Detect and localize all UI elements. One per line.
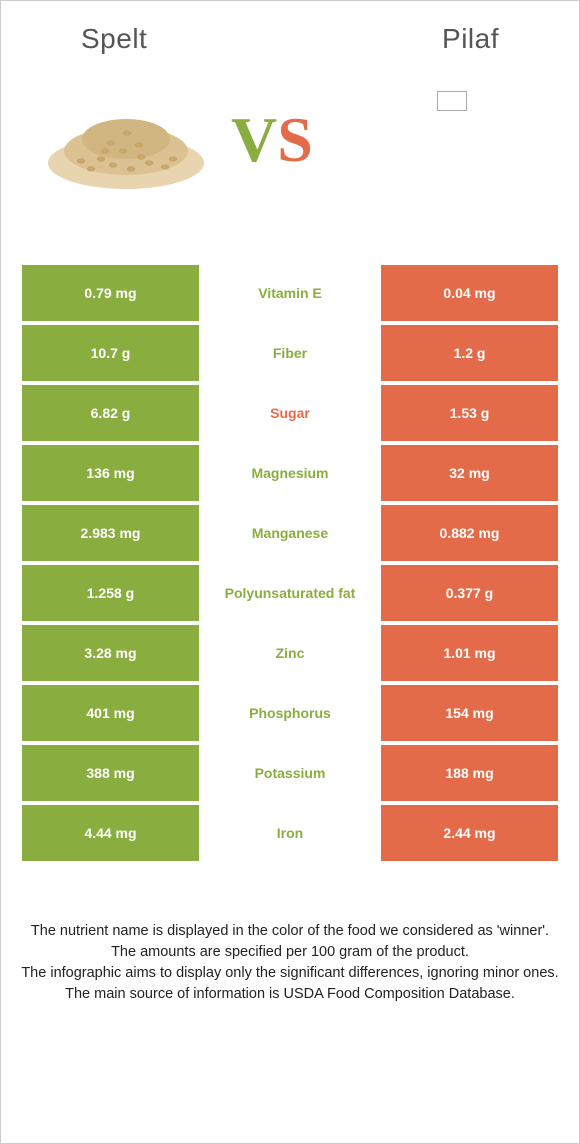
nutrient-name: Phosphorus bbox=[200, 685, 380, 741]
footnote-line: The nutrient name is displayed in the co… bbox=[19, 921, 561, 942]
left-value: 10.7 g bbox=[22, 325, 200, 381]
right-value: 154 mg bbox=[380, 685, 558, 741]
right-value: 0.882 mg bbox=[380, 505, 558, 561]
right-value: 32 mg bbox=[380, 445, 558, 501]
table-row: 10.7 gFiber1.2 g bbox=[22, 325, 558, 381]
vs-v-letter: V bbox=[231, 108, 277, 172]
placeholder-image-icon bbox=[437, 91, 467, 111]
nutrient-name: Iron bbox=[200, 805, 380, 861]
left-value: 3.28 mg bbox=[22, 625, 200, 681]
right-value: 0.04 mg bbox=[380, 265, 558, 321]
right-value: 1.01 mg bbox=[380, 625, 558, 681]
right-value: 0.377 g bbox=[380, 565, 558, 621]
footnotes: The nutrient name is displayed in the co… bbox=[19, 921, 561, 1005]
left-value: 136 mg bbox=[22, 445, 200, 501]
vs-row: VS bbox=[1, 65, 579, 225]
nutrient-name: Polyunsaturated fat bbox=[200, 565, 380, 621]
table-row: 401 mgPhosphorus154 mg bbox=[22, 685, 558, 741]
nutrient-name: Manganese bbox=[200, 505, 380, 561]
left-value: 2.983 mg bbox=[22, 505, 200, 561]
nutrient-name: Vitamin E bbox=[200, 265, 380, 321]
left-value: 0.79 mg bbox=[22, 265, 200, 321]
nutrient-name: Zinc bbox=[200, 625, 380, 681]
right-value: 1.2 g bbox=[380, 325, 558, 381]
right-food-title: Pilaf bbox=[442, 23, 499, 55]
right-value: 2.44 mg bbox=[380, 805, 558, 861]
table-row: 1.258 gPolyunsaturated fat0.377 g bbox=[22, 565, 558, 621]
vs-label: VS bbox=[231, 108, 313, 172]
table-row: 3.28 mgZinc1.01 mg bbox=[22, 625, 558, 681]
footnote-line: The infographic aims to display only the… bbox=[19, 963, 561, 984]
table-row: 0.79 mgVitamin E0.04 mg bbox=[22, 265, 558, 321]
nutrient-name: Potassium bbox=[200, 745, 380, 801]
footnote-line: The amounts are specified per 100 gram o… bbox=[19, 942, 561, 963]
left-value: 388 mg bbox=[22, 745, 200, 801]
table-row: 388 mgPotassium188 mg bbox=[22, 745, 558, 801]
nutrient-name: Magnesium bbox=[200, 445, 380, 501]
nutrient-name: Fiber bbox=[200, 325, 380, 381]
nutrient-comparison-table: 0.79 mgVitamin E0.04 mg10.7 gFiber1.2 g6… bbox=[22, 265, 558, 861]
right-value: 188 mg bbox=[380, 745, 558, 801]
right-value: 1.53 g bbox=[380, 385, 558, 441]
left-food-title: Spelt bbox=[81, 23, 147, 55]
left-value: 401 mg bbox=[22, 685, 200, 741]
spelt-grain-image bbox=[41, 85, 211, 195]
table-row: 136 mgMagnesium32 mg bbox=[22, 445, 558, 501]
header: Spelt Pilaf bbox=[1, 1, 579, 65]
table-row: 6.82 gSugar1.53 g bbox=[22, 385, 558, 441]
left-value: 4.44 mg bbox=[22, 805, 200, 861]
left-value: 1.258 g bbox=[22, 565, 200, 621]
vs-s-letter: S bbox=[277, 108, 313, 172]
nutrient-name: Sugar bbox=[200, 385, 380, 441]
table-row: 4.44 mgIron2.44 mg bbox=[22, 805, 558, 861]
footnote-line: The main source of information is USDA F… bbox=[19, 984, 561, 1005]
left-value: 6.82 g bbox=[22, 385, 200, 441]
table-row: 2.983 mgManganese0.882 mg bbox=[22, 505, 558, 561]
